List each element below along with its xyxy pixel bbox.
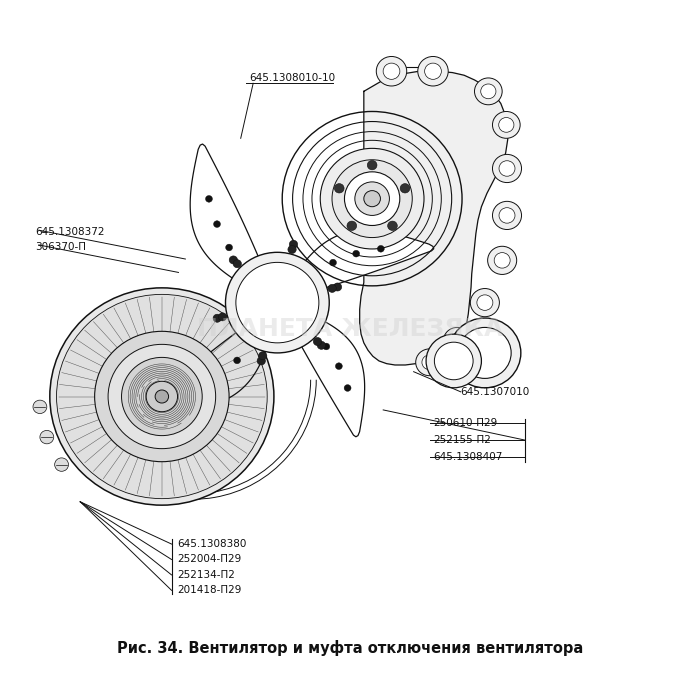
Circle shape xyxy=(225,253,329,353)
Circle shape xyxy=(146,382,178,411)
Circle shape xyxy=(493,154,522,183)
Circle shape xyxy=(426,334,482,388)
Circle shape xyxy=(308,272,315,279)
Circle shape xyxy=(229,256,237,264)
Circle shape xyxy=(449,333,465,348)
Circle shape xyxy=(214,373,221,380)
Circle shape xyxy=(470,289,499,316)
Polygon shape xyxy=(277,230,434,303)
Circle shape xyxy=(347,221,356,230)
Circle shape xyxy=(377,56,407,86)
Circle shape xyxy=(353,251,360,257)
Text: ПЛАНЕТА ЖЕЛЕЗЯКА: ПЛАНЕТА ЖЕЛЕЗЯКА xyxy=(197,318,503,342)
Text: 201418-П29: 201418-П29 xyxy=(177,585,241,595)
Circle shape xyxy=(233,259,242,268)
Circle shape xyxy=(321,148,424,249)
Circle shape xyxy=(377,245,384,252)
Circle shape xyxy=(50,288,274,505)
Circle shape xyxy=(335,363,342,369)
Text: Рис. 34. Вентилятор и муфта отключения вентилятора: Рис. 34. Вентилятор и муфта отключения в… xyxy=(117,640,583,656)
Circle shape xyxy=(449,318,521,388)
Circle shape xyxy=(498,117,514,132)
Circle shape xyxy=(330,259,337,266)
Circle shape xyxy=(344,172,400,225)
Circle shape xyxy=(225,244,232,251)
Circle shape xyxy=(214,221,220,227)
Circle shape xyxy=(416,349,443,375)
Text: 252004-П29: 252004-П29 xyxy=(177,555,241,564)
Circle shape xyxy=(122,357,202,436)
Circle shape xyxy=(257,357,265,365)
Text: 645.1308380: 645.1308380 xyxy=(177,539,246,549)
Circle shape xyxy=(307,325,314,332)
Circle shape xyxy=(234,357,241,364)
Circle shape xyxy=(493,202,522,230)
Circle shape xyxy=(108,344,216,449)
Circle shape xyxy=(443,327,471,354)
Text: 250610-П29: 250610-П29 xyxy=(433,418,497,428)
Polygon shape xyxy=(277,303,365,437)
Circle shape xyxy=(388,221,398,230)
Circle shape xyxy=(493,111,520,139)
Polygon shape xyxy=(360,71,508,365)
Circle shape xyxy=(499,161,515,177)
Circle shape xyxy=(344,384,351,391)
Circle shape xyxy=(435,342,473,380)
Circle shape xyxy=(241,265,248,272)
Circle shape xyxy=(425,63,442,79)
Circle shape xyxy=(475,78,502,105)
Circle shape xyxy=(155,390,169,403)
Circle shape xyxy=(289,240,298,249)
Circle shape xyxy=(328,285,336,293)
Circle shape xyxy=(206,196,212,202)
Circle shape xyxy=(335,183,344,193)
Circle shape xyxy=(481,84,496,98)
Circle shape xyxy=(218,313,227,321)
Circle shape xyxy=(258,352,267,360)
Text: 645.1308407: 645.1308407 xyxy=(433,452,503,462)
Circle shape xyxy=(317,342,326,349)
Circle shape xyxy=(368,160,377,170)
Circle shape xyxy=(94,331,229,462)
Circle shape xyxy=(288,246,296,253)
Circle shape xyxy=(364,191,380,206)
Circle shape xyxy=(494,253,510,268)
Circle shape xyxy=(55,458,69,471)
Circle shape xyxy=(57,295,267,498)
Circle shape xyxy=(323,343,330,350)
Circle shape xyxy=(333,283,342,291)
Circle shape xyxy=(422,355,438,369)
Text: 252134-П2: 252134-П2 xyxy=(177,570,235,580)
Circle shape xyxy=(314,337,321,346)
Text: 252155-П2: 252155-П2 xyxy=(433,435,491,445)
Circle shape xyxy=(458,327,511,378)
Text: 645.1308010-10: 645.1308010-10 xyxy=(250,73,336,84)
Circle shape xyxy=(355,182,389,215)
Circle shape xyxy=(383,63,400,79)
Circle shape xyxy=(400,183,410,193)
Polygon shape xyxy=(144,303,277,412)
Circle shape xyxy=(192,387,199,394)
Circle shape xyxy=(33,400,47,414)
Text: 645.1307010: 645.1307010 xyxy=(461,387,530,397)
Circle shape xyxy=(418,56,448,86)
Circle shape xyxy=(488,246,517,274)
Text: 306370-П: 306370-П xyxy=(35,242,86,252)
Circle shape xyxy=(477,295,493,310)
Text: 645.1308372: 645.1308372 xyxy=(35,227,105,237)
Circle shape xyxy=(250,337,257,344)
Polygon shape xyxy=(190,144,277,303)
Circle shape xyxy=(332,160,412,238)
Circle shape xyxy=(213,314,221,323)
Circle shape xyxy=(236,262,319,343)
Circle shape xyxy=(40,430,54,444)
Circle shape xyxy=(499,208,515,223)
